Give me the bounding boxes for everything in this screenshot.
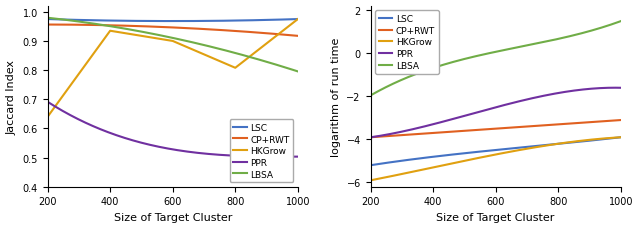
LBSA	[367, 95, 374, 97]
CP+RWT	[578, 122, 586, 125]
HKGrow	[520, 148, 527, 151]
CP+RWT	[520, 126, 527, 128]
LSC	[193, 21, 201, 23]
LBSA	[617, 21, 625, 23]
HKGrow	[578, 140, 586, 142]
HKGrow	[515, 149, 522, 152]
LSC	[271, 19, 279, 22]
LSC	[520, 146, 527, 149]
PPR	[578, 89, 586, 92]
Line: PPR: PPR	[47, 102, 298, 157]
LBSA	[255, 59, 262, 62]
Line: PPR: PPR	[371, 88, 621, 138]
Legend: LSC, CP+RWT, HKGrow, PPR, LBSA: LSC, CP+RWT, HKGrow, PPR, LBSA	[230, 120, 293, 183]
X-axis label: Size of Target Cluster: Size of Target Cluster	[436, 212, 555, 222]
CP+RWT	[44, 24, 51, 27]
PPR	[515, 101, 522, 103]
LBSA	[45, 17, 52, 20]
LBSA	[44, 17, 51, 20]
LSC	[294, 19, 301, 21]
HKGrow	[169, 40, 177, 43]
PPR	[520, 99, 527, 102]
CP+RWT	[192, 28, 200, 31]
HKGrow	[617, 136, 625, 139]
LSC	[168, 21, 176, 23]
LBSA	[294, 71, 301, 74]
LBSA	[367, 94, 375, 97]
Line: LBSA: LBSA	[47, 19, 298, 72]
LSC	[193, 21, 200, 23]
LSC	[516, 147, 524, 149]
LBSA	[515, 46, 522, 49]
CP+RWT	[367, 136, 375, 139]
PPR	[367, 136, 375, 139]
LSC	[515, 147, 522, 150]
HKGrow	[44, 116, 51, 119]
CP+RWT	[617, 119, 625, 122]
Line: LSC: LSC	[371, 138, 621, 166]
LSC	[44, 19, 51, 21]
PPR	[611, 87, 619, 90]
Y-axis label: logarithm of run time: logarithm of run time	[331, 38, 341, 156]
PPR	[294, 155, 301, 158]
CP+RWT	[367, 136, 374, 139]
Line: CP+RWT: CP+RWT	[47, 25, 298, 37]
LBSA	[516, 46, 524, 49]
LSC	[45, 19, 52, 21]
PPR	[282, 155, 289, 158]
X-axis label: Size of Target Cluster: Size of Target Cluster	[113, 212, 232, 222]
CP+RWT	[45, 24, 52, 27]
HKGrow	[232, 67, 239, 70]
LBSA	[520, 46, 527, 48]
HKGrow	[367, 179, 374, 182]
LSC	[367, 164, 375, 167]
LSC	[367, 164, 374, 167]
CP+RWT	[193, 28, 200, 31]
HKGrow	[516, 149, 524, 152]
PPR	[617, 87, 625, 90]
CP+RWT	[516, 126, 524, 129]
PPR	[516, 100, 524, 103]
Line: LSC: LSC	[47, 20, 298, 22]
CP+RWT	[593, 121, 601, 123]
HKGrow	[593, 138, 601, 141]
LSC	[578, 141, 586, 143]
LBSA	[578, 33, 586, 35]
Line: HKGrow: HKGrow	[371, 138, 621, 180]
Y-axis label: Jaccard Index: Jaccard Index	[7, 60, 17, 134]
LBSA	[197, 44, 205, 46]
HKGrow	[294, 19, 301, 21]
LBSA	[593, 28, 601, 31]
CP+RWT	[294, 35, 301, 38]
CP+RWT	[255, 32, 262, 35]
LSC	[617, 136, 625, 139]
PPR	[593, 87, 601, 90]
LSC	[593, 139, 601, 142]
HKGrow	[367, 179, 375, 182]
PPR	[367, 136, 374, 139]
LBSA	[193, 43, 200, 45]
PPR	[271, 155, 278, 158]
HKGrow	[106, 30, 114, 33]
CP+RWT	[271, 33, 278, 36]
CP+RWT	[515, 126, 522, 129]
PPR	[45, 101, 52, 104]
Legend: LSC, CP+RWT, HKGrow, PPR, LBSA: LSC, CP+RWT, HKGrow, PPR, LBSA	[375, 11, 438, 74]
Line: HKGrow: HKGrow	[47, 20, 298, 117]
PPR	[192, 152, 200, 154]
LSC	[198, 20, 205, 23]
LSC	[255, 20, 263, 22]
LBSA	[192, 43, 200, 45]
Line: CP+RWT: CP+RWT	[371, 120, 621, 138]
CP+RWT	[197, 28, 205, 31]
PPR	[193, 152, 200, 154]
Line: LBSA: LBSA	[371, 22, 621, 96]
LBSA	[271, 63, 278, 66]
PPR	[197, 152, 205, 155]
PPR	[255, 155, 262, 158]
PPR	[44, 101, 51, 104]
